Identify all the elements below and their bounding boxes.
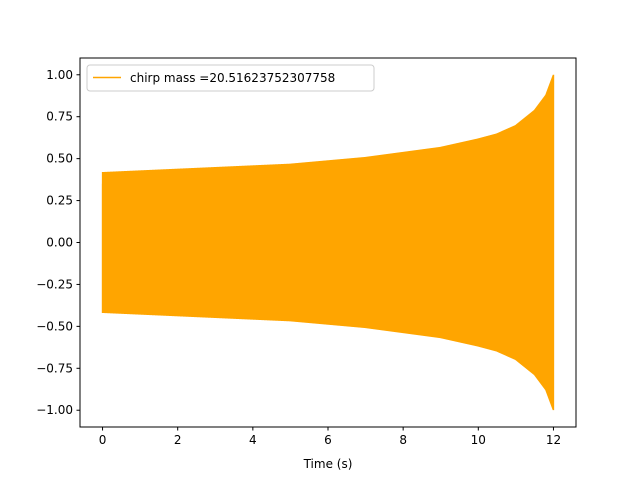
x-tick-label: 8	[399, 433, 407, 447]
x-tick-label: 2	[174, 433, 182, 447]
x-tick-label: 12	[546, 433, 561, 447]
y-tick-label: 1.00	[46, 68, 73, 82]
x-tick-label: 10	[471, 433, 486, 447]
y-tick-label: 0.75	[46, 110, 73, 124]
x-tick-label: 0	[99, 433, 107, 447]
y-tick-label: −1.00	[36, 403, 73, 417]
x-tick-label: 4	[249, 433, 257, 447]
y-tick-label: −0.25	[36, 277, 73, 291]
series-line	[101, 74, 555, 411]
y-tick-label: −0.75	[36, 361, 73, 375]
legend: chirp mass =20.51623752307758	[86, 64, 375, 92]
x-tick-label: 6	[324, 433, 332, 447]
x-axis-label: Time (s)	[303, 457, 353, 471]
legend-box	[86, 64, 375, 92]
y-tick-label: 0.00	[46, 236, 73, 250]
y-tick-label: 0.50	[46, 152, 73, 166]
y-tick-label: −0.50	[36, 319, 73, 333]
y-tick-label: 0.25	[46, 194, 73, 208]
legend-label: chirp mass =20.51623752307758	[130, 71, 335, 85]
